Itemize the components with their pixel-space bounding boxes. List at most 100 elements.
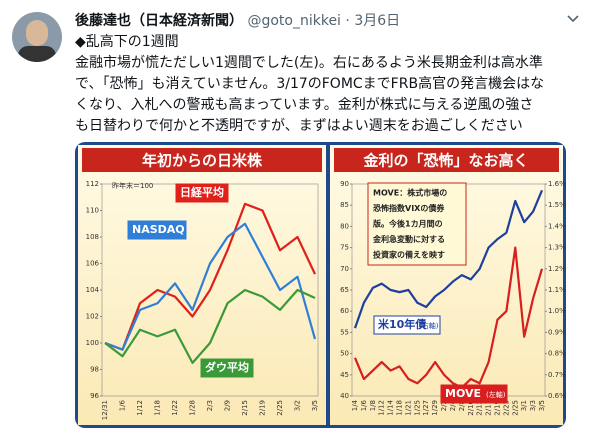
x-tick-label: 2/10 xyxy=(467,400,475,416)
y2-tick-label: 1.2% xyxy=(548,265,566,273)
x-tick-label: 2/8 xyxy=(458,400,466,411)
y2-tick-label: 0.6% xyxy=(548,392,566,400)
x-tick-label: 1/14 xyxy=(387,399,395,415)
y2-tick-label: 1.4% xyxy=(548,222,566,230)
line-series xyxy=(104,222,317,351)
y2-tick-label: 0.7% xyxy=(548,371,566,379)
chart-note: 昨年末＝100 xyxy=(112,181,153,190)
x-tick-label: 1/25 xyxy=(413,400,421,416)
y2-tick-label: 1.0% xyxy=(548,307,566,315)
y-tick-label: 106 xyxy=(86,260,100,268)
y2-tick-label: 1.5% xyxy=(548,201,566,209)
line-series xyxy=(104,288,316,364)
text-line: ◆乱高下の1週間 xyxy=(75,34,179,50)
y2-tick-label: 0.9% xyxy=(548,328,566,336)
handle[interactable]: @goto_nikkei xyxy=(247,13,341,29)
x-tick-label: 1/18 xyxy=(396,400,404,416)
y2-tick-label: 1.1% xyxy=(548,286,566,294)
y-tick-label: 102 xyxy=(86,313,99,321)
chart-title: 年初からの日米株 xyxy=(142,152,263,170)
x-tick-label: 3/5 xyxy=(311,400,319,411)
legend-label: MOVE xyxy=(445,387,481,400)
legend-label: 米10年債 xyxy=(377,317,426,331)
date[interactable]: 3月6日 xyxy=(354,13,401,29)
legend-label: ダウ平均 xyxy=(205,360,249,374)
x-tick-label: 1/8 xyxy=(369,400,377,411)
avatar[interactable] xyxy=(12,12,62,62)
x-tick-label: 2/4 xyxy=(449,399,457,411)
y-tick-label: 96 xyxy=(90,392,99,400)
y-tick-label: 80 xyxy=(340,222,349,230)
x-tick-label: 2/19 xyxy=(259,400,267,416)
y-tick-label: 85 xyxy=(340,201,349,209)
y-tick-label: 40 xyxy=(340,392,349,400)
x-tick-label: 3/5 xyxy=(538,400,546,411)
more-menu[interactable] xyxy=(566,14,580,24)
legend-box xyxy=(127,220,187,240)
text-line: くなり、入札への警戒も高まっています。金利が株式に与える逆風の強さ xyxy=(75,97,534,113)
note-line: 金利急変動に対する xyxy=(372,234,445,244)
y-tick-label: 100 xyxy=(86,339,99,347)
x-tick-label: 2/2 xyxy=(440,400,448,411)
x-tick-label: 12/31 xyxy=(101,400,109,420)
x-tick-label: 3/1 xyxy=(520,400,528,411)
x-tick-label: 1/27 xyxy=(422,400,430,416)
note-line: MOVE：株式市場の xyxy=(373,188,447,198)
y-tick-label: 70 xyxy=(340,265,349,273)
x-tick-label: 1/6 xyxy=(119,399,127,411)
legend-label: NASDAQ xyxy=(132,223,185,236)
x-tick-label: 3/2 xyxy=(294,400,302,411)
x-tick-label: 2/19 xyxy=(493,400,501,416)
author-name[interactable]: 後藤達也（日本経済新聞） xyxy=(75,13,243,29)
legend-box xyxy=(175,183,229,203)
x-tick-label: 2/12 xyxy=(476,400,484,416)
y-tick-label: 65 xyxy=(340,286,349,294)
y-tick-label: 55 xyxy=(340,328,349,336)
note-line: 投資家の備えを映す xyxy=(373,250,445,260)
x-tick-label: 1/6 xyxy=(360,399,368,411)
x-tick-label: 1/12 xyxy=(136,400,144,416)
title-banner xyxy=(334,148,559,172)
y-tick-label: 108 xyxy=(86,233,99,241)
y-tick-label: 110 xyxy=(86,207,99,215)
x-tick-label: 3/3 xyxy=(529,400,537,411)
x-tick-label: 2/15 xyxy=(241,400,249,416)
y-tick-label: 50 xyxy=(340,350,349,358)
y-tick-label: 90 xyxy=(340,180,349,188)
y2-tick-label: 1.6% xyxy=(548,180,566,188)
line-series xyxy=(353,189,544,329)
note-line: 恐怖指数VIXの債券 xyxy=(373,203,445,213)
separator: · xyxy=(345,13,350,29)
y-tick-label: 104 xyxy=(86,286,100,294)
x-tick-label: 2/25 xyxy=(276,400,284,416)
x-tick-label: 1/22 xyxy=(171,400,179,416)
y-tick-label: 112 xyxy=(86,180,99,188)
x-tick-label: 2/23 xyxy=(502,400,510,416)
x-tick-label: 1/4 xyxy=(351,399,359,411)
legend-label: 日経平均 xyxy=(180,185,224,199)
text-line: も日替わりで何かと不透明ですが、まずはよい週末をお過ごしください xyxy=(75,118,523,134)
x-tick-label: 1/12 xyxy=(378,400,386,416)
x-tick-label: 1/21 xyxy=(404,400,412,416)
y-tick-label: 75 xyxy=(340,244,349,252)
y2-tick-label: 0.8% xyxy=(548,350,566,358)
legend-box xyxy=(373,315,441,335)
chart-title: 金利の「恐怖」なお高く xyxy=(362,152,528,170)
y-tick-label: 45 xyxy=(340,371,349,379)
line-series xyxy=(104,202,316,351)
y2-tick-label: 1.3% xyxy=(548,244,566,252)
y-tick-label: 60 xyxy=(340,307,349,315)
legend-axis-note: (左軸) xyxy=(486,390,506,399)
note-box xyxy=(367,182,467,266)
x-tick-label: 2/9 xyxy=(224,400,232,411)
legend-axis-note: (右軸) xyxy=(419,321,439,330)
title-banner xyxy=(82,148,322,172)
legend-box xyxy=(200,358,254,378)
tweet-text: ◆乱高下の1週間 金融市場が慌ただしい1週間でした(左)。右にあるよう米長期金利… xyxy=(75,32,544,137)
x-tick-label: 1/29 xyxy=(431,400,439,416)
x-tick-label: 1/18 xyxy=(154,400,162,416)
legend-box xyxy=(440,384,508,404)
x-tick-label: 2/25 xyxy=(511,400,519,416)
